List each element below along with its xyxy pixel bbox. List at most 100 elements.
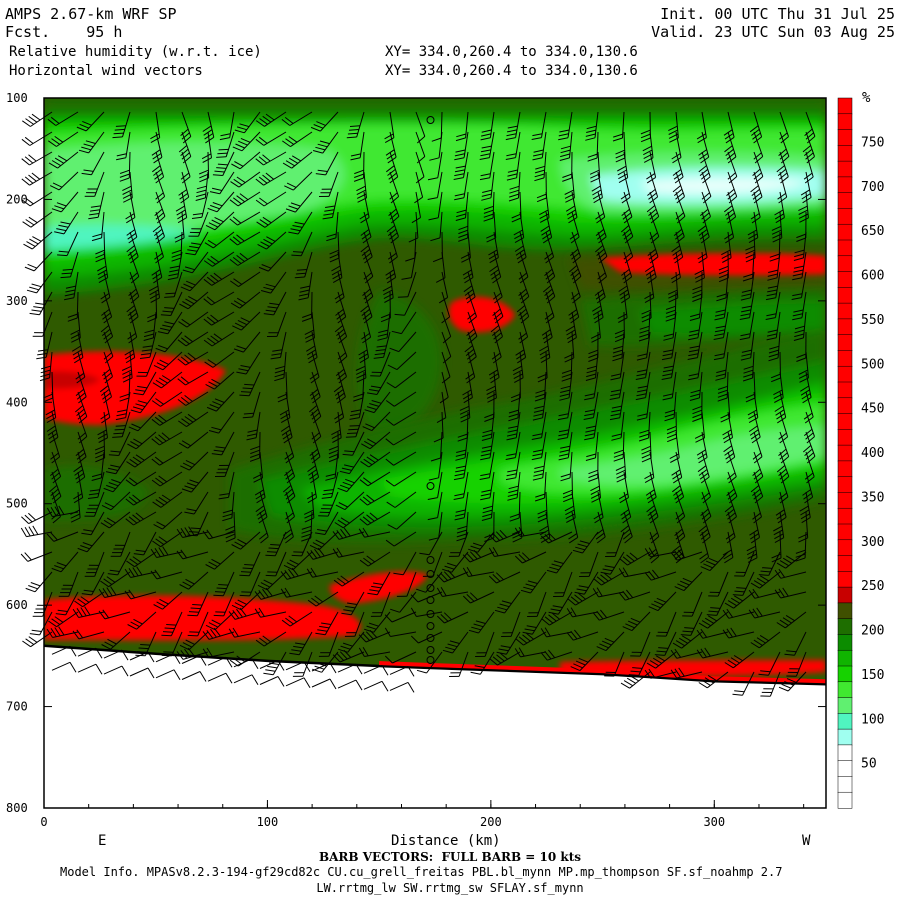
wind-barb-flag: [280, 425, 290, 432]
wind-barb-staff: [337, 371, 346, 398]
wind-barb-flag: [119, 393, 130, 398]
wind-barb-flag: [54, 157, 64, 164]
wind-barb-staff: [515, 451, 521, 478]
wind-barb-flag: [545, 272, 554, 280]
wind-barb-flag: [365, 423, 375, 429]
wind-barb-flag: [615, 153, 626, 159]
wind-barb-flag: [486, 385, 496, 392]
wind-barb-flag: [334, 325, 344, 333]
wind-barb-flag: [274, 369, 285, 374]
wind-barb-flag: [766, 293, 777, 297]
wind-barb-staff: [289, 611, 313, 627]
wind-barb-flag: [29, 312, 40, 316]
wind-barb-flag: [355, 663, 363, 675]
wind-barb-flag: [76, 608, 83, 617]
wind-barb-flag: [688, 349, 699, 353]
wind-barb-staff: [597, 271, 606, 298]
wind-barb-flag: [21, 516, 30, 524]
wind-barb-flag: [373, 356, 384, 359]
wind-barb-staff: [779, 491, 787, 518]
wind-barb-staff: [402, 551, 417, 575]
wind-barb-flag: [558, 413, 569, 417]
wind-barb-flag: [721, 249, 731, 256]
wind-barb-staff: [727, 471, 738, 497]
wind-barb-flag: [663, 337, 674, 341]
wind-barb-flag: [647, 189, 656, 196]
wind-barb-flag: [355, 369, 366, 375]
wind-barb-flag: [310, 392, 320, 400]
wind-barb-staff: [805, 131, 815, 157]
wind-barb-staff: [318, 531, 339, 551]
wind-barb-flag: [591, 337, 601, 343]
wind-barb-flag: [548, 614, 557, 622]
wind-barb-flag: [77, 598, 87, 605]
wind-barb-flag: [314, 548, 321, 558]
wind-barb-flag: [180, 649, 188, 659]
wind-barb-flag: [782, 617, 792, 624]
wind-barb-flag: [462, 389, 472, 396]
wind-barb-flag: [436, 587, 443, 597]
wind-barb-flag: [180, 549, 188, 559]
wind-barb-flag: [37, 353, 48, 356]
wind-barb-flag: [219, 137, 230, 141]
wind-barb-flag: [70, 329, 80, 335]
wind-barb-flag: [726, 212, 735, 220]
wind-barb-flag: [30, 582, 41, 587]
wind-barb-flag: [457, 437, 468, 442]
wind-barb-flag: [646, 505, 655, 513]
wind-barb-flag: [187, 647, 195, 657]
wind-barb-flag: [722, 433, 733, 440]
wind-barb-staff: [623, 511, 633, 537]
wind-barb-staff: [595, 431, 599, 458]
wind-barb-flag: [213, 614, 224, 617]
wind-barb-staff: [185, 331, 209, 347]
wind-barb-flag: [339, 484, 350, 490]
wind-barb-flag: [519, 292, 528, 300]
wind-barb-staff: [418, 631, 443, 644]
wind-barb-flag: [390, 216, 400, 224]
wind-barb-staff: [263, 151, 287, 166]
wind-barb-staff: [239, 151, 261, 170]
wind-barb-flag: [463, 273, 473, 280]
colorbar-swatch: [837, 429, 853, 446]
wind-barb-flag: [665, 313, 676, 318]
wind-barb-staff: [214, 611, 235, 631]
colorbar-unit: %: [862, 90, 871, 106]
wind-barb-flag: [525, 632, 534, 640]
wind-barb-flag: [741, 305, 752, 309]
wind-barb-staff: [469, 551, 495, 563]
wind-barb-flag: [301, 533, 312, 538]
wind-barb-flag: [385, 165, 395, 173]
wind-barb-flag: [132, 556, 142, 563]
wind-barb-flag: [558, 457, 569, 461]
wind-barb-flag: [121, 365, 132, 371]
wind-barb-staff: [701, 411, 705, 438]
wind-barb-flag: [779, 436, 788, 444]
wind-barb-flag: [155, 256, 164, 264]
wind-barb-flag: [514, 555, 523, 564]
wind-barb-flag: [672, 473, 682, 480]
wind-barb-flag: [312, 396, 321, 404]
wind-barb-staff: [311, 491, 315, 518]
wind-barb-staff: [649, 171, 659, 198]
wind-barb-staff: [393, 531, 417, 547]
wind-barb-staff: [437, 491, 443, 518]
wind-barb-flag: [103, 578, 113, 585]
wind-barb-flag: [257, 584, 268, 591]
wind-barb-flag: [181, 337, 190, 345]
wind-barb-flag: [758, 574, 769, 576]
wind-barb-flag: [289, 559, 299, 565]
wind-barb-staff: [801, 251, 807, 278]
wind-barb-flag: [81, 532, 92, 536]
wind-barb-staff: [363, 311, 372, 338]
wind-barb-flag: [655, 655, 666, 662]
wind-barb-flag: [752, 452, 762, 460]
wind-barb-flag: [571, 272, 580, 280]
wind-barb-flag: [407, 682, 415, 693]
wind-barb-staff: [458, 651, 469, 677]
wind-barb-staff: [222, 571, 235, 596]
wind-barb-staff: [750, 271, 755, 298]
wind-barb-flag: [46, 413, 56, 420]
wind-barb-flag: [333, 579, 343, 587]
wind-barb-flag: [208, 430, 219, 434]
